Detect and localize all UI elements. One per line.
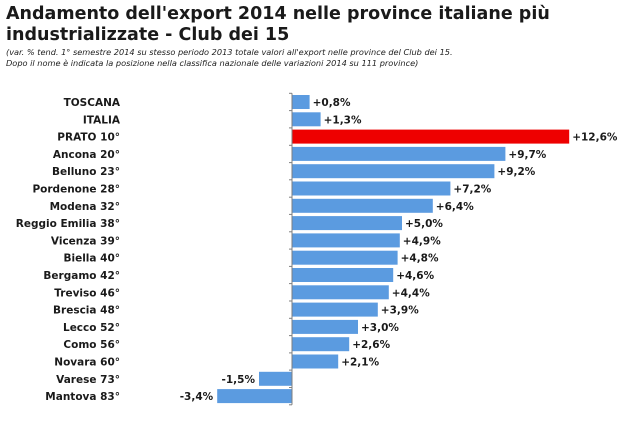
category-label: Brescia 48° <box>53 305 120 317</box>
bar <box>217 389 292 404</box>
data-label: +4,9% <box>403 235 441 247</box>
data-label: +7,2% <box>453 184 491 196</box>
data-label: +4,4% <box>392 287 430 299</box>
category-label: Mantova 83° <box>45 391 120 403</box>
category-label: Novara 60° <box>54 357 120 369</box>
bar <box>292 250 398 265</box>
data-label: +3,9% <box>381 305 419 317</box>
data-label: -3,4% <box>180 391 214 403</box>
bar <box>292 164 495 179</box>
chart-subtitle: (var. % tend. 1° semestre 2014 su stesso… <box>6 47 453 68</box>
bar <box>292 198 433 213</box>
data-label: +4,8% <box>401 253 439 265</box>
category-label: Ancona 20° <box>53 149 120 161</box>
category-label: Belluno 23° <box>52 166 120 178</box>
category-label: Treviso 46° <box>54 287 120 299</box>
data-label: +2,6% <box>352 339 390 351</box>
bar <box>292 268 394 282</box>
category-label: Biella 40° <box>63 253 120 265</box>
data-label: +3,0% <box>361 322 399 334</box>
category-label: Lecco 52° <box>63 322 120 334</box>
data-label: +12,6% <box>572 132 618 144</box>
category-label: Vicenza 39° <box>51 235 120 247</box>
category-label: Varese 73° <box>56 374 120 386</box>
data-label: +9,7% <box>508 149 546 161</box>
category-label: Modena 32° <box>50 201 120 213</box>
bar <box>292 337 350 352</box>
data-label: -1,5% <box>222 374 256 386</box>
bar <box>292 233 400 248</box>
category-label: TOSCANA <box>64 97 121 109</box>
bar <box>292 112 321 127</box>
category-label: Como 56° <box>63 339 120 351</box>
bar <box>292 319 358 334</box>
bar <box>292 302 378 317</box>
category-label: Pordenone 28° <box>32 184 120 196</box>
data-label: +0,8% <box>313 97 351 109</box>
category-label: Bergamo 42° <box>43 270 120 282</box>
category-label: ITALIA <box>83 114 121 126</box>
data-label: +5,0% <box>405 218 443 230</box>
category-label: PRATO 10° <box>57 132 120 144</box>
category-label: Reggio Emilia 38° <box>16 218 120 230</box>
bar <box>292 285 389 300</box>
bar <box>292 95 310 109</box>
data-label: +6,4% <box>436 201 474 213</box>
bar <box>292 181 451 196</box>
bar <box>292 129 570 144</box>
data-label: +1,3% <box>324 114 362 126</box>
chart-title: Andamento dell'export 2014 nelle provinc… <box>6 4 550 45</box>
bar <box>292 216 402 231</box>
data-label: +2,1% <box>341 357 379 369</box>
bar <box>259 371 292 386</box>
bar <box>292 354 339 369</box>
data-label: +4,6% <box>396 270 434 282</box>
bar <box>292 146 506 161</box>
data-label: +9,2% <box>497 166 535 178</box>
